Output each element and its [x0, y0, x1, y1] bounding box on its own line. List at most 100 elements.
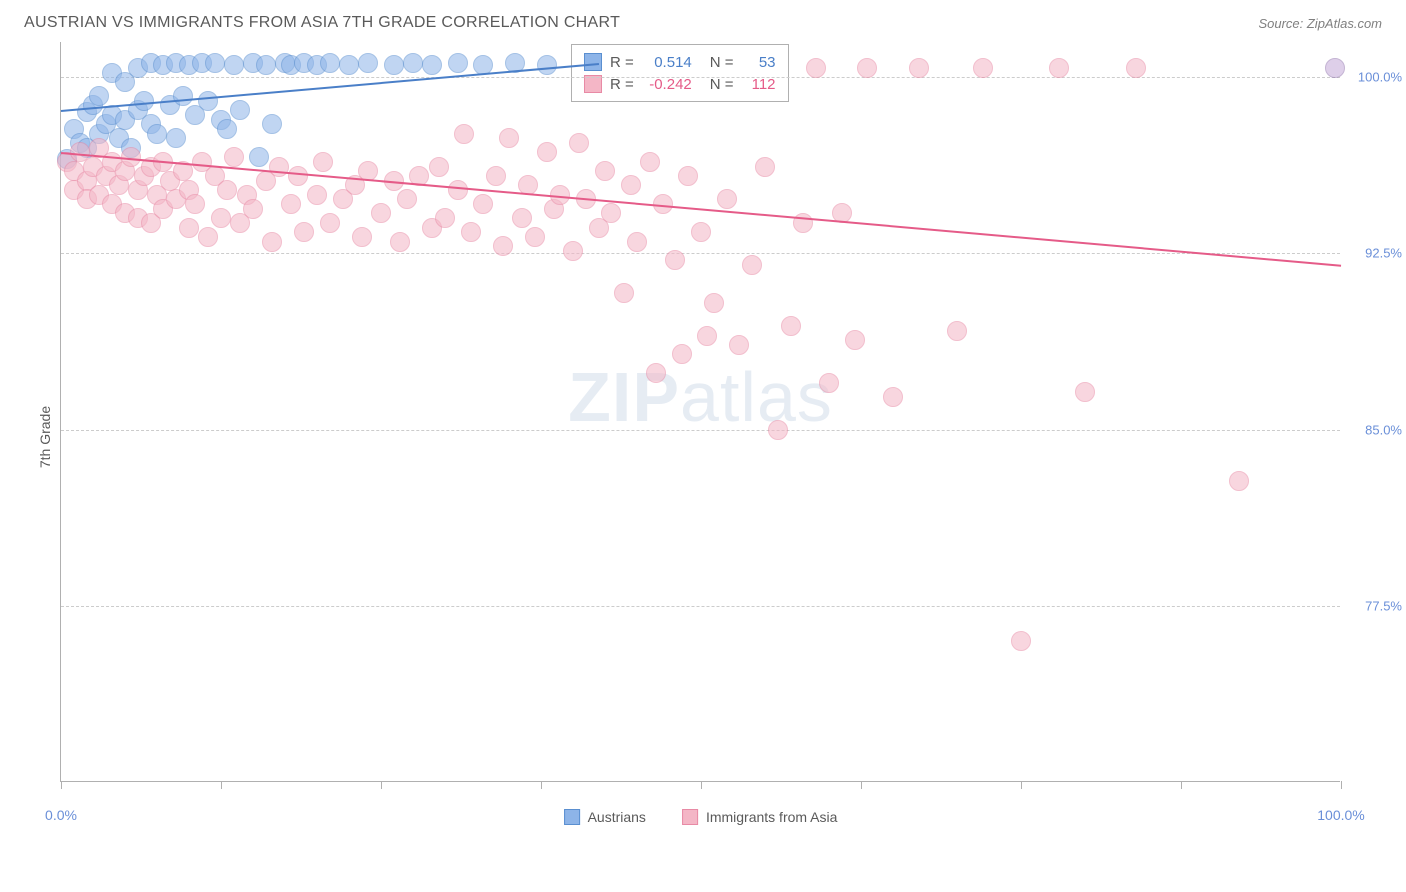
data-point: [499, 128, 519, 148]
gridline: [61, 430, 1340, 431]
data-point: [601, 203, 621, 223]
legend-swatch: [584, 53, 602, 71]
data-point: [819, 373, 839, 393]
n-value: 53: [742, 54, 776, 71]
data-point: [403, 53, 423, 73]
data-point: [230, 100, 250, 120]
data-point: [1126, 58, 1146, 78]
data-point: [256, 55, 276, 75]
data-point: [384, 55, 404, 75]
data-point: [1011, 631, 1031, 651]
chart-container: 7th Grade ZIPatlas R =0.514N =53R =-0.24…: [60, 42, 1382, 832]
data-point: [537, 142, 557, 162]
data-point: [198, 227, 218, 247]
data-point: [627, 232, 647, 252]
data-point: [262, 232, 282, 252]
n-label: N =: [710, 54, 734, 71]
x-tick-mark: [381, 781, 382, 789]
y-tick-label: 92.5%: [1365, 246, 1402, 261]
bottom-legend-item: Austrians: [564, 809, 646, 825]
data-point: [294, 222, 314, 242]
data-point: [205, 53, 225, 73]
data-point: [166, 128, 186, 148]
bottom-legend-item: Immigrants from Asia: [682, 809, 837, 825]
gridline: [61, 253, 1340, 254]
data-point: [665, 250, 685, 270]
data-point: [224, 147, 244, 167]
data-point: [614, 283, 634, 303]
data-point: [473, 194, 493, 214]
data-point: [1049, 58, 1069, 78]
data-point: [857, 58, 877, 78]
data-point: [288, 166, 308, 186]
data-point: [563, 241, 583, 261]
x-tick-mark: [701, 781, 702, 789]
data-point: [307, 185, 327, 205]
data-point: [493, 236, 513, 256]
data-point: [678, 166, 698, 186]
data-point: [134, 91, 154, 111]
y-tick-label: 77.5%: [1365, 598, 1402, 613]
data-point: [537, 55, 557, 75]
data-point: [429, 157, 449, 177]
data-point: [185, 194, 205, 214]
stats-legend: R =0.514N =53R =-0.242N =112: [571, 44, 789, 102]
data-point: [672, 344, 692, 364]
data-point: [281, 194, 301, 214]
data-point: [147, 124, 167, 144]
data-point: [1325, 58, 1345, 78]
data-point: [217, 119, 237, 139]
x-tick-mark: [61, 781, 62, 789]
data-point: [909, 58, 929, 78]
x-tick-mark: [221, 781, 222, 789]
data-point: [358, 53, 378, 73]
scatter-plot: ZIPatlas R =0.514N =53R =-0.242N =112 Au…: [60, 42, 1340, 782]
chart-title: AUSTRIAN VS IMMIGRANTS FROM ASIA 7TH GRA…: [24, 14, 620, 32]
legend-swatch: [682, 809, 698, 825]
data-point: [621, 175, 641, 195]
data-point: [390, 232, 410, 252]
x-tick-label: 100.0%: [1317, 807, 1364, 823]
stats-legend-row: R =0.514N =53: [584, 51, 776, 73]
watermark: ZIPatlas: [568, 357, 833, 437]
data-point: [742, 255, 762, 275]
data-point: [224, 55, 244, 75]
data-point: [1075, 382, 1095, 402]
bottom-legend: Austrians Immigrants from Asia: [564, 809, 838, 825]
data-point: [422, 55, 442, 75]
data-point: [883, 387, 903, 407]
data-point: [339, 55, 359, 75]
data-point: [313, 152, 333, 172]
data-point: [646, 363, 666, 383]
data-point: [729, 335, 749, 355]
data-point: [768, 420, 788, 440]
data-point: [198, 91, 218, 111]
data-point: [448, 180, 468, 200]
data-point: [595, 161, 615, 181]
data-point: [691, 222, 711, 242]
data-point: [397, 189, 417, 209]
data-point: [640, 152, 660, 172]
data-point: [320, 53, 340, 73]
data-point: [525, 227, 545, 247]
data-point: [569, 133, 589, 153]
data-point: [211, 208, 231, 228]
data-point: [717, 189, 737, 209]
y-tick-label: 85.0%: [1365, 422, 1402, 437]
r-value: 0.514: [642, 54, 692, 71]
data-point: [755, 157, 775, 177]
x-tick-mark: [541, 781, 542, 789]
gridline: [61, 77, 1340, 78]
data-point: [454, 124, 474, 144]
data-point: [89, 86, 109, 106]
x-tick-label: 0.0%: [45, 807, 77, 823]
x-tick-mark: [1021, 781, 1022, 789]
y-axis-label: 7th Grade: [37, 406, 53, 468]
y-tick-label: 100.0%: [1358, 70, 1402, 85]
data-point: [249, 147, 269, 167]
data-point: [217, 180, 237, 200]
data-point: [947, 321, 967, 341]
data-point: [704, 293, 724, 313]
data-point: [486, 166, 506, 186]
data-point: [448, 53, 468, 73]
